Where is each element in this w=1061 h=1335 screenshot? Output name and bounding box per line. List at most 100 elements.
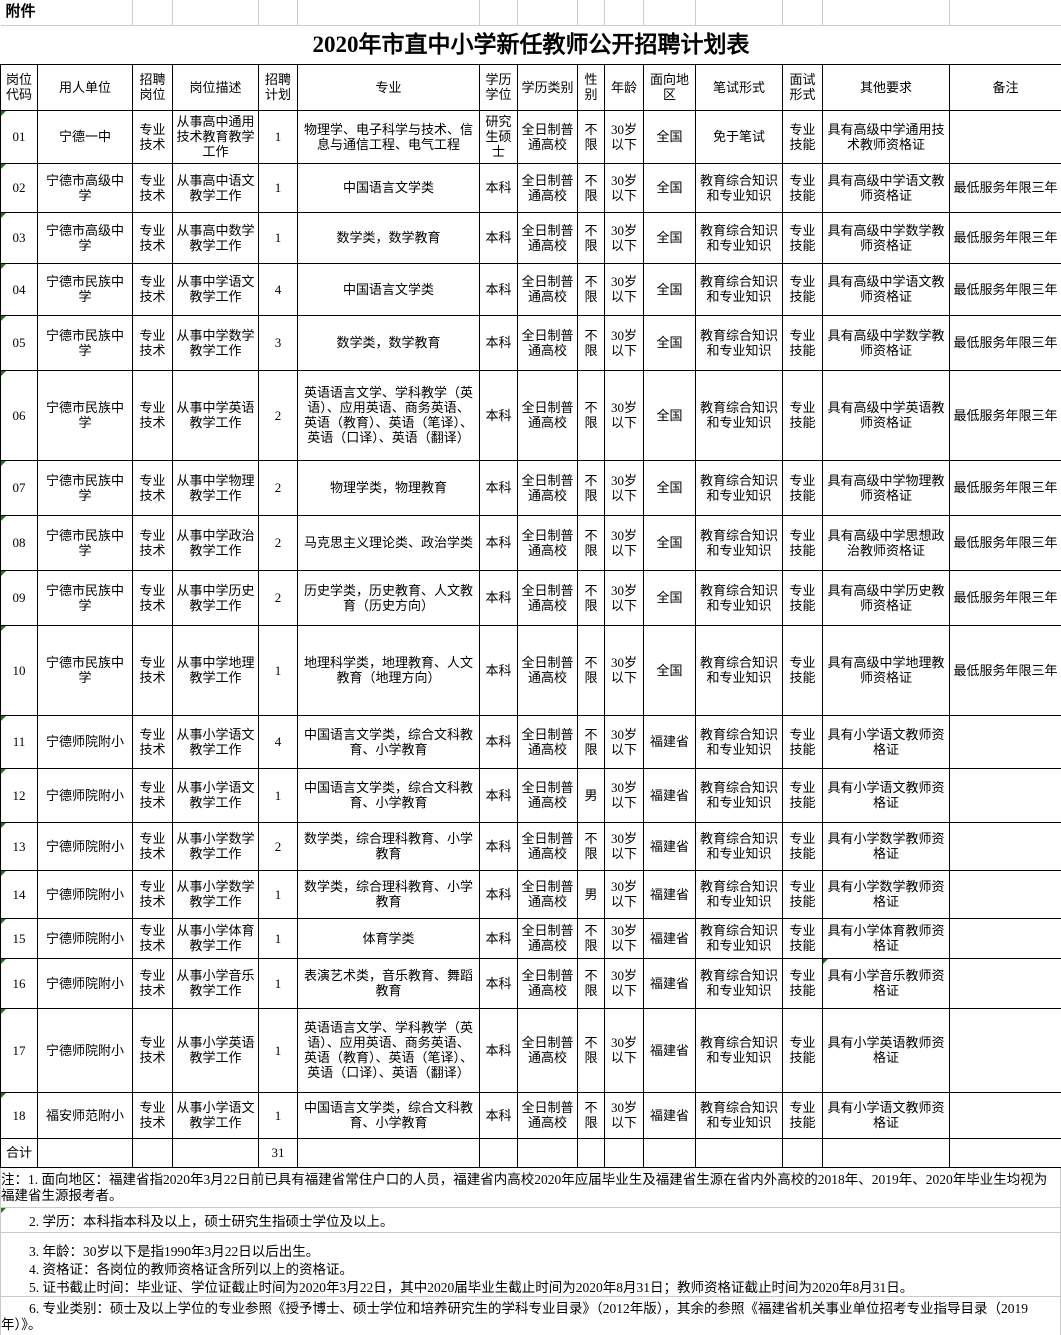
- error-indicator-icon: [1, 1207, 6, 1213]
- cell-other_requirements: 具有高级中学数学教师资格证: [822, 211, 951, 264]
- cell-empty: [132, 1137, 174, 1168]
- table-row: 14 宁德师院附小 专业技术 从事小学数学教学工作 1 数学类，综合理科教育、小学教育 本科…: [0, 869, 1061, 919]
- cell-job_type: 专业技术: [132, 514, 174, 571]
- cell-employer: 宁德市民族中学: [36, 314, 134, 371]
- cell-description: 从事中学物理教学工作: [172, 459, 260, 516]
- cell-remark: [949, 1091, 1061, 1139]
- cell-major: 数学类，综合理科教育、小学教育: [297, 821, 481, 871]
- cell-empty: [604, 1137, 645, 1168]
- cell-empty: [297, 1137, 481, 1168]
- cell-remark: [949, 1007, 1061, 1093]
- error-indicator-icon: [1, 959, 6, 964]
- cell-age: 30岁以下: [604, 624, 645, 716]
- cell-degree: 研究生硕士: [479, 109, 519, 164]
- note-block-age-cert: 3. 年龄：30岁以下是指1990年3月22日以后出生。 4. 资格证：各岗位的…: [1, 1231, 1060, 1296]
- attachment-label: 附件: [0, 0, 134, 26]
- column-header: 面向地区: [643, 63, 697, 111]
- cell-description: 从事高中语文教学工作: [172, 162, 260, 213]
- cell-other_requirements: 具有小学数学教师资格证: [822, 821, 951, 871]
- column-header: 招聘计划: [258, 63, 299, 111]
- cell-code: 13: [0, 821, 38, 871]
- cell-interview: 专业技能: [782, 211, 824, 264]
- cell-empty: [643, 1137, 697, 1168]
- cell-description: 从事高中数学教学工作: [172, 211, 260, 264]
- cell-employer: 福安师范附小: [36, 1091, 134, 1139]
- cell-age: 30岁以下: [604, 314, 645, 371]
- cell-code: 14: [0, 869, 38, 919]
- grid-cell: [577, 0, 606, 26]
- cell-gender: 不限: [577, 314, 606, 371]
- cell-remark: 最低服务年限三年: [949, 211, 1061, 264]
- cell-degree: 本科: [479, 262, 519, 316]
- cell-gender: 不限: [577, 211, 606, 264]
- cell-region: 全国: [643, 262, 697, 316]
- cell-description: 从事中学数学教学工作: [172, 314, 260, 371]
- cell-code: 02: [0, 162, 38, 213]
- cell-interview: 专业技能: [782, 162, 824, 213]
- cell-interview: 专业技能: [782, 109, 824, 164]
- cell-other_requirements: 具有小学语文教师资格证: [822, 1091, 951, 1139]
- cell-description: 从事中学语文教学工作: [172, 262, 260, 316]
- cell-plan: 4: [258, 262, 299, 316]
- note-line: 注：1. 面向地区：福建省指2020年3月22日前已具有福建省常住户口的人员，福…: [1, 1171, 1048, 1203]
- cell-other_requirements: 具有小学体育教师资格证: [822, 917, 951, 959]
- grid-cell: [258, 0, 299, 26]
- cell-interview: 专业技能: [782, 1091, 824, 1139]
- cell-remark: [949, 109, 1061, 164]
- cell-degree: 本科: [479, 917, 519, 959]
- header-row: 岗位代码 用人单位 招聘岗位 岗位描述 招聘计划 专业 学历学位 学历类别 性别 年龄 面向地区 笔试…: [0, 63, 1061, 111]
- cell-gender: 男: [577, 869, 606, 919]
- table-row: 13 宁德师院附小 专业技术 从事小学数学教学工作 2 数学类，综合理科教育、小学教育 本科…: [0, 821, 1061, 871]
- note-line: 4. 资格证：各岗位的教师资格证含所列以上的资格证。: [29, 1261, 353, 1277]
- table-row: 05 宁德市民族中学 专业技术 从事中学数学教学工作 3 数学类，数学教育 本科 全日制普通高…: [0, 314, 1061, 371]
- cell-interview: 专业技能: [782, 714, 824, 769]
- cell-gender: 不限: [577, 821, 606, 871]
- cell-written_test: 教育综合知识和专业知识: [695, 211, 784, 264]
- cell-gender: 不限: [577, 917, 606, 959]
- cell-employer: 宁德市民族中学: [36, 369, 134, 461]
- grid-cell: [782, 0, 824, 26]
- cell-age: 30岁以下: [604, 162, 645, 213]
- cell-age: 30岁以下: [604, 714, 645, 769]
- cell-job_type: 专业技术: [132, 162, 174, 213]
- cell-empty: [36, 1137, 134, 1168]
- cell-major: 中国语言文学类，综合文科教育、小学教育: [297, 767, 481, 823]
- cell-region: 福建省: [643, 1007, 697, 1093]
- cell-region: 全国: [643, 211, 697, 264]
- note-block-degree: 2. 学历：本科指本科及以上，硕士研究生指硕士学位及以上。: [1, 1206, 1060, 1232]
- cell-description: 从事中学政治教学工作: [172, 514, 260, 571]
- cell-empty: [822, 1137, 951, 1168]
- cell-code: 03: [0, 211, 38, 264]
- cell-written_test: 教育综合知识和专业知识: [695, 569, 784, 626]
- cell-edu_type: 全日制普通高校: [517, 821, 579, 871]
- cell-edu_type: 全日制普通高校: [517, 869, 579, 919]
- cell-age: 30岁以下: [604, 767, 645, 823]
- cell-major: 中国语言文学类: [297, 262, 481, 316]
- cell-major: 数学类，数学教育: [297, 211, 481, 264]
- cell-interview: 专业技能: [782, 767, 824, 823]
- cell-written_test: 教育综合知识和专业知识: [695, 1007, 784, 1093]
- table-row: 09 宁德市民族中学 专业技术 从事中学历史教学工作 2 历史学类，历史教育、人文教育（历…: [0, 569, 1061, 626]
- cell-description: 从事中学地理教学工作: [172, 624, 260, 716]
- cell-code: 04: [0, 262, 38, 316]
- cell-edu_type: 全日制普通高校: [517, 262, 579, 316]
- cell-empty: [782, 1137, 824, 1168]
- cell-job_type: 专业技术: [132, 1091, 174, 1139]
- top-grid-row: 附件: [0, 0, 1061, 26]
- cell-edu_type: 全日制普通高校: [517, 624, 579, 716]
- cell-age: 30岁以下: [604, 821, 645, 871]
- cell-plan: 1: [258, 957, 299, 1009]
- cell-interview: 专业技能: [782, 369, 824, 461]
- cell-age: 30岁以下: [604, 1091, 645, 1139]
- cell-gender: 不限: [577, 957, 606, 1009]
- cell-description: 从事高中通用技术教育教学工作: [172, 109, 260, 164]
- cell-plan: 2: [258, 821, 299, 871]
- cell-written_test: 教育综合知识和专业知识: [695, 262, 784, 316]
- cell-age: 30岁以下: [604, 262, 645, 316]
- note-line: 3. 年龄：30岁以下是指1990年3月22日以后出生。: [29, 1243, 320, 1259]
- cell-written_test: 教育综合知识和专业知识: [695, 1091, 784, 1139]
- cell-code: 09: [0, 569, 38, 626]
- cell-remark: 最低服务年限三年: [949, 369, 1061, 461]
- cell-description: 从事小学体育教学工作: [172, 917, 260, 959]
